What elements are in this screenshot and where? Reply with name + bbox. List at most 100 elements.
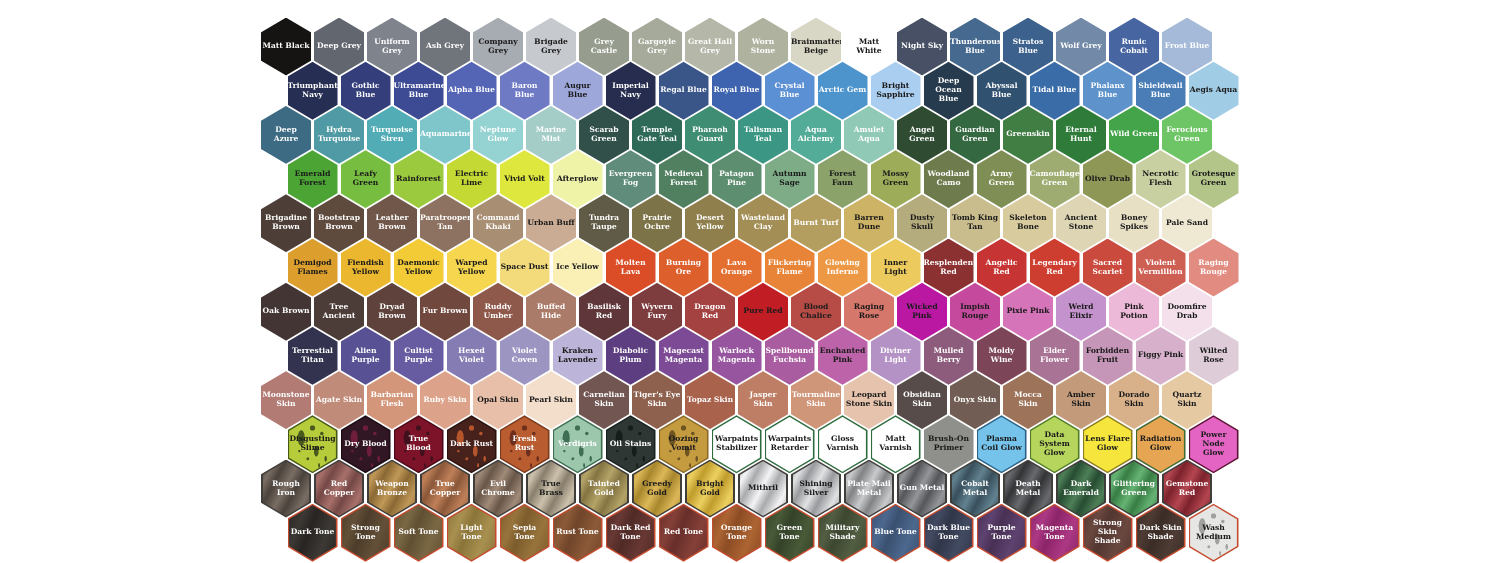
paint-hex-grotesque-green[interactable]: Grotesque Green: [1188, 150, 1239, 209]
paint-hex-flickering-flame[interactable]: Flickering Flame: [764, 238, 815, 297]
paint-hex-barren-dune[interactable]: Barren Dune: [844, 194, 894, 253]
paint-hex-guardian-green[interactable]: Guardian Green: [950, 105, 1000, 164]
paint-hex-gun-metal[interactable]: Gun Metal: [897, 459, 947, 518]
paint-hex-rough-iron[interactable]: Rough Iron: [261, 459, 311, 518]
paint-hex-forbidden-fruit[interactable]: Forbidden Fruit: [1082, 326, 1133, 385]
paint-hex-prairie-ochre[interactable]: Prairie Ochre: [632, 194, 682, 253]
paint-hex-buffed-hide[interactable]: Buffed Hide: [526, 282, 576, 341]
paint-hex-alpha-blue[interactable]: Alpha Blue: [446, 61, 497, 120]
paint-hex-magenta-tone[interactable]: Magenta Tone: [1029, 503, 1080, 562]
paint-hex-ruddy-umber[interactable]: Ruddy Umber: [473, 282, 523, 341]
paint-hex-strong-tone[interactable]: Strong Tone: [340, 503, 391, 562]
paint-hex-true-copper[interactable]: True Copper: [420, 459, 470, 518]
paint-hex-dark-rust[interactable]: Dark Rust: [446, 415, 497, 474]
paint-hex-sepia-tone[interactable]: Sepia Tone: [499, 503, 550, 562]
paint-hex-mossy-green[interactable]: Mossy Green: [870, 150, 921, 209]
paint-hex-burning-ore[interactable]: Burning Ore: [658, 238, 709, 297]
paint-hex-true-blood[interactable]: True Blood: [393, 415, 444, 474]
paint-hex-elder-flower[interactable]: Elder Flower: [1029, 326, 1080, 385]
paint-hex-warlock-magenta[interactable]: Warlock Magenta: [711, 326, 762, 385]
paint-hex-aquamarine[interactable]: Aquamarine: [420, 105, 470, 164]
paint-hex-tidal-blue[interactable]: Tidal Blue: [1029, 61, 1080, 120]
paint-hex-dark-blue-tone[interactable]: Dark Blue Tone: [923, 503, 974, 562]
paint-hex-purple-tone[interactable]: Purple Tone: [976, 503, 1027, 562]
paint-hex-blood-chalice[interactable]: Blood Chalice: [791, 282, 841, 341]
paint-hex-uniform-grey[interactable]: Uniform Grey: [367, 17, 417, 76]
paint-hex-burnt-turf[interactable]: Burnt Turf: [791, 194, 841, 253]
paint-hex-mocca-skin[interactable]: Mocca Skin: [1003, 371, 1053, 430]
paint-hex-dryad-brown[interactable]: Dryad Brown: [367, 282, 417, 341]
paint-hex-tree-ancient[interactable]: Tree Ancient: [314, 282, 364, 341]
paint-hex-red-copper[interactable]: Red Copper: [314, 459, 364, 518]
paint-hex-angelic-red[interactable]: Angelic Red: [976, 238, 1027, 297]
paint-hex-lens-flare-glow[interactable]: Lens Flare Glow: [1082, 415, 1133, 474]
paint-hex-eternal-hunt[interactable]: Eternal Hunt: [1056, 105, 1106, 164]
paint-hex-evergreen-fog[interactable]: Evergreen Fog: [605, 150, 656, 209]
paint-hex-talisman-teal[interactable]: Talisman Teal: [738, 105, 788, 164]
paint-hex-medieval-forest[interactable]: Medieval Forest: [658, 150, 709, 209]
paint-hex-raging-rouge[interactable]: Raging Rouge: [1188, 238, 1239, 297]
paint-hex-leafy-green[interactable]: Leafy Green: [340, 150, 391, 209]
paint-hex-strong-skin-shade[interactable]: Strong Skin Shade: [1082, 503, 1133, 562]
paint-hex-radiation-glow[interactable]: Radiation Glow: [1135, 415, 1186, 474]
paint-hex-runic-cobalt[interactable]: Runic Cobalt: [1109, 17, 1159, 76]
paint-hex-agate-skin[interactable]: Agate Skin: [314, 371, 364, 430]
paint-hex-stratos-blue[interactable]: Stratos Blue: [1003, 17, 1053, 76]
paint-hex-jasper-skin[interactable]: Jasper Skin: [738, 371, 788, 430]
paint-hex-barbarian-flesh[interactable]: Barbarian Flesh: [367, 371, 417, 430]
paint-hex-verdigris[interactable]: Verdigris: [552, 415, 603, 474]
paint-hex-matt-varnish[interactable]: Matt Varnish: [870, 415, 921, 474]
paint-hex-oil-stains[interactable]: Oil Stains: [605, 415, 656, 474]
paint-hex-raging-rose[interactable]: Raging Rose: [844, 282, 894, 341]
paint-hex-pale-sand[interactable]: Pale Sand: [1162, 194, 1212, 253]
paint-hex-wolf-grey[interactable]: Wolf Grey: [1056, 17, 1106, 76]
paint-hex-shieldwall-blue[interactable]: Shieldwall Blue: [1135, 61, 1186, 120]
paint-hex-wild-green[interactable]: Wild Green: [1109, 105, 1159, 164]
paint-hex-aegis-aqua[interactable]: Aegis Aqua: [1188, 61, 1239, 120]
paint-hex-violet-coven[interactable]: Violet Coven: [499, 326, 550, 385]
paint-hex-electric-lime[interactable]: Electric Lime: [446, 150, 497, 209]
paint-hex-neptune-glow[interactable]: Neptune Glow: [473, 105, 523, 164]
paint-hex-woodland-camo[interactable]: Woodland Camo: [923, 150, 974, 209]
paint-hex-desert-yellow[interactable]: Desert Yellow: [685, 194, 735, 253]
paint-hex-bright-gold[interactable]: Bright Gold: [685, 459, 735, 518]
paint-hex-resplendent-red[interactable]: Resplendent Red: [923, 238, 974, 297]
paint-hex-gargoyle-grey[interactable]: Gargoyle Grey: [632, 17, 682, 76]
paint-hex-cobalt-metal[interactable]: Cobalt Metal: [950, 459, 1000, 518]
paint-hex-figgy-pink[interactable]: Figgy Pink: [1135, 326, 1186, 385]
paint-hex-angel-green[interactable]: Angel Green: [897, 105, 947, 164]
paint-hex-arctic-gem[interactable]: Arctic Gem: [817, 61, 868, 120]
paint-hex-diviner-light[interactable]: Diviner Light: [870, 326, 921, 385]
paint-hex-carnelian-skin[interactable]: Carnelian Skin: [579, 371, 629, 430]
paint-hex-dark-emerald[interactable]: Dark Emerald: [1056, 459, 1106, 518]
paint-hex-magecast-magenta[interactable]: Magecast Magenta: [658, 326, 709, 385]
paint-hex-shining-silver[interactable]: Shining Silver: [791, 459, 841, 518]
paint-hex-tundra-taupe[interactable]: Tundra Taupe: [579, 194, 629, 253]
paint-hex-leopard-stone-skin[interactable]: Leopard Stone Skin: [844, 371, 894, 430]
paint-hex-pearl-skin[interactable]: Pearl Skin: [526, 371, 576, 430]
paint-hex-rainforest[interactable]: Rainforest: [393, 150, 444, 209]
paint-hex-ferocious-green[interactable]: Ferocious Green: [1162, 105, 1212, 164]
paint-hex-dark-red-tone[interactable]: Dark Red Tone: [605, 503, 656, 562]
paint-hex-gothic-blue[interactable]: Gothic Blue: [340, 61, 391, 120]
paint-hex-brigade-grey[interactable]: Brigade Grey: [526, 17, 576, 76]
paint-hex-oozing-vomit[interactable]: Oozing Vomit: [658, 415, 709, 474]
paint-hex-warpaints-retarder[interactable]: Warpaints Retarder: [764, 415, 815, 474]
paint-hex-warpaints-stabilizer[interactable]: Warpaints Stabilizer: [711, 415, 762, 474]
paint-hex-frost-blue[interactable]: Frost Blue: [1162, 17, 1212, 76]
paint-hex-skeleton-bone[interactable]: Skeleton Bone: [1003, 194, 1053, 253]
paint-hex-spellbound-fuchsia[interactable]: Spellbound Fuchsia: [764, 326, 815, 385]
paint-hex-augur-blue[interactable]: Augur Blue: [552, 61, 603, 120]
paint-hex-night-sky[interactable]: Night Sky: [897, 17, 947, 76]
paint-hex-company-grey[interactable]: Company Grey: [473, 17, 523, 76]
paint-hex-tourmaline-skin[interactable]: Tourmaline Skin: [791, 371, 841, 430]
paint-hex-doomfire-drab[interactable]: Doomfire Drab: [1162, 282, 1212, 341]
paint-hex-scarab-green[interactable]: Scarab Green: [579, 105, 629, 164]
paint-hex-soft-tone[interactable]: Soft Tone: [393, 503, 444, 562]
paint-hex-crystal-blue[interactable]: Crystal Blue: [764, 61, 815, 120]
paint-hex-bootstrap-brown[interactable]: Bootstrap Brown: [314, 194, 364, 253]
paint-hex-basilisk-red[interactable]: Basilisk Red: [579, 282, 629, 341]
paint-hex-obsidian-skin[interactable]: Obsidian Skin: [897, 371, 947, 430]
paint-hex-tainted-gold[interactable]: Tainted Gold: [579, 459, 629, 518]
paint-hex-triumphant-navy[interactable]: Triumphant Navy: [287, 61, 338, 120]
